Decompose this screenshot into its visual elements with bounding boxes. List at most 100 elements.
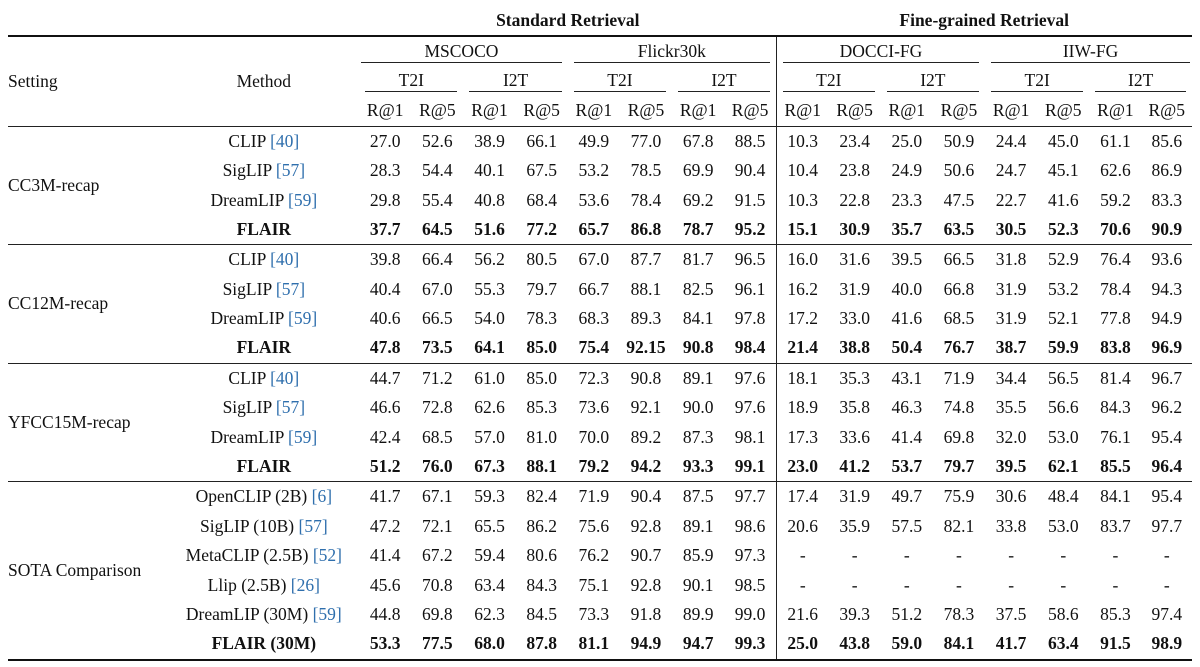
direction-header: T2I [568,67,672,96]
value-cell: 78.5 [630,160,662,181]
setting-header: Setting [8,70,58,91]
direction-header: I2T [463,67,567,96]
value-cell: 67.5 [526,160,557,181]
value-cell: 84.1 [1100,486,1131,507]
value-cell: 67.2 [422,545,453,566]
metric-header: R@1 [1097,100,1134,121]
value-cell: 92.8 [630,574,662,595]
value-cell: 64.5 [422,218,453,239]
value-cell: 82.1 [943,515,975,536]
metric-header: R@5 [1044,100,1082,121]
method-name: FLAIR [236,218,292,239]
value-cell: 38.8 [839,337,870,358]
value-cell: 43.8 [839,633,870,654]
method-cell: FLAIR [169,215,360,245]
value-cell: 59.0 [891,633,923,654]
value-cell: 23.3 [891,189,923,210]
dataset-header-mscoco: MSCOCO [359,36,568,66]
value-cell: 16.2 [775,274,829,304]
value-cell: - [1163,545,1170,566]
direction-label: I2T [886,70,980,93]
value-cell: 51.6 [474,218,505,239]
setting-cell: YFCC15M-recap [8,411,131,432]
citation-link[interactable]: [59] [288,308,318,329]
value-cell: 46.3 [891,397,923,418]
table-row: FLAIR 47.8 73.5 64.1 85.0 75.4 92.15 90.8 98.4 21… [8,333,1192,364]
value-cell: 66.8 [943,278,975,299]
setting-cell: CC3M-recap [8,174,100,195]
value-cell: 31.9 [995,308,1027,329]
value-cell: - [956,545,962,566]
value-cell: 23.8 [839,160,870,181]
value-cell: 96.9 [1151,337,1183,358]
value-cell: 77.0 [630,130,662,151]
method-cell: MetaCLIP (2.5B) [52] [169,541,360,570]
value-cell: 34.4 [995,367,1027,388]
value-cell: 31.9 [995,278,1027,299]
value-cell: 57.0 [474,426,505,447]
value-cell: 75.4 [578,337,610,358]
value-cell: 98.5 [734,574,766,595]
method-name: OpenCLIP (2B) [195,486,312,507]
value-cell: 90.4 [630,486,662,507]
citation-link[interactable]: [40] [270,249,300,270]
method-cell: SigLIP [57] [169,156,360,185]
value-cell: - [903,574,910,595]
value-cell: 97.6 [734,397,766,418]
table-row: SigLIP [57] 46.6 72.8 62.6 85.3 73.6 92.1 90.0 9… [8,393,1192,423]
value-cell: 76.7 [943,337,975,358]
value-cell: 95.2 [734,218,766,239]
value-cell: - [1112,545,1119,566]
value-cell: 95.4 [1151,486,1183,507]
value-cell: 76.1 [1100,426,1131,447]
citation-link[interactable]: [59] [288,426,318,447]
method-name: FLAIR (30M) [211,633,317,654]
method-name: DreamLIP [210,308,289,329]
citation-link[interactable]: [59] [312,604,342,624]
value-cell: 31.9 [839,278,870,299]
value-cell: 77.5 [422,633,453,654]
citation-link[interactable]: [57] [275,278,306,299]
citation-link[interactable]: [40] [270,367,300,388]
citation-link[interactable]: [40] [270,130,300,151]
citation-link[interactable]: [59] [288,189,318,210]
method-name: SigLIP [222,278,276,299]
citation-link[interactable]: [26] [290,574,320,595]
value-cell: 91.8 [630,604,662,624]
value-cell: 91.5 [1100,633,1131,654]
value-cell: 87.5 [682,486,714,507]
table-row: SigLIP (10B) [57] 47.2 72.1 65.5 86.2 75.6 92.… [8,511,1192,542]
value-cell: 63.4 [1047,633,1079,654]
value-cell: 22.8 [839,189,870,210]
metric-header: R@1 [679,100,717,121]
value-cell: 88.5 [734,130,766,151]
citation-link[interactable]: [57] [275,397,306,418]
value-cell: 28.3 [369,160,401,181]
table-row: DreamLIP [59] 40.6 66.5 54.0 78.3 68.3 89.3 84.… [8,303,1192,334]
value-cell: 50.6 [943,160,975,181]
value-cell: 31.8 [995,249,1027,270]
value-cell: 41.7 [369,486,401,507]
value-cell: 17.4 [775,481,829,512]
citation-link[interactable]: [6] [311,486,333,507]
value-cell: 53.6 [578,189,610,210]
value-cell: 21.4 [775,333,829,364]
value-cell: 70.6 [1100,218,1131,239]
value-cell: 76.0 [422,456,453,477]
value-cell: 83.7 [1100,515,1131,536]
value-cell: 71.9 [943,367,975,388]
value-cell: 66.7 [578,278,610,299]
citation-link[interactable]: [52] [312,545,342,566]
table-row: FLAIR (30M) 53.3 77.5 68.0 87.8 81.1 94.9 94.7 9… [8,629,1192,660]
value-cell: 71.2 [422,367,453,388]
value-cell: 17.3 [775,422,829,452]
value-cell: 42.4 [369,426,401,447]
value-cell: 62.6 [1100,160,1131,181]
corner-cell [8,6,169,36]
citation-link[interactable]: [57] [298,515,328,536]
value-cell: 46.6 [369,397,401,418]
value-cell: 59.9 [1047,337,1079,358]
citation-link[interactable]: [57] [275,160,306,181]
method-name: CLIP [228,130,271,151]
dataset-label: MSCOCO [361,41,562,64]
